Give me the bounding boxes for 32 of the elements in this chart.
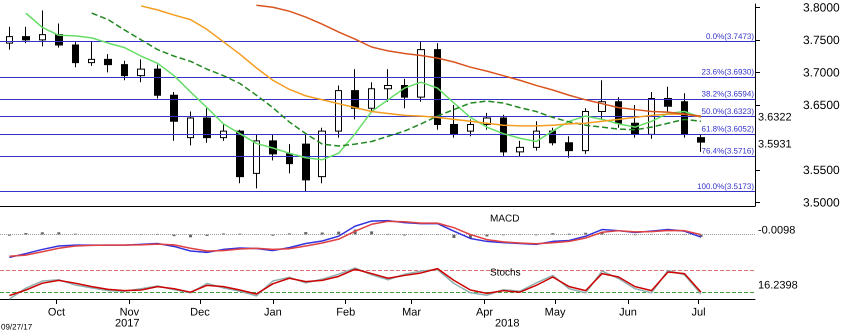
ref-line-label: 38.2%(3.6594) — [702, 89, 754, 98]
y-tick-label: 3.7500 — [803, 32, 840, 47]
y-tick-label: 3.5500 — [803, 163, 840, 178]
y-tick-label: 3.5000 — [803, 196, 840, 210]
y-tick-label: 3.7000 — [803, 65, 840, 80]
x-tick-label: Dec — [190, 306, 210, 318]
ref-line-label: 76.4%(3.5716) — [702, 146, 754, 156]
ref-line-label: 50.0%(3.6323) — [702, 107, 754, 116]
text: -0.0098 — [758, 224, 796, 236]
annotation: MACD — [490, 214, 520, 224]
x-tick-label: Feb — [336, 306, 356, 318]
annotation: Stochs — [490, 268, 521, 278]
y-tick-label: 3.8000 — [803, 0, 840, 14]
text: 2018 — [495, 318, 520, 330]
x-tick-label: Mar — [402, 306, 422, 318]
x-tick-label: Nov — [120, 306, 140, 318]
x-tick-label: May — [544, 306, 566, 318]
ref-line-label: 61.8%(3.6052) — [702, 124, 754, 134]
x-tick-label: Oct — [48, 306, 66, 318]
y-tick-label: 3.6500 — [803, 98, 840, 112]
text: 16.2398 — [758, 280, 798, 292]
x-tick-label: Jun — [619, 306, 637, 318]
text: 09/27/17 — [1, 322, 33, 332]
x-tick-label: Apr — [476, 306, 494, 318]
ref-line-label: 0.0%(3.7473) — [706, 32, 754, 42]
text: 3.5931 — [758, 138, 792, 150]
x-tick-label: Jan — [264, 306, 282, 318]
x-tick-label: Jul — [692, 306, 706, 318]
ref-line-label: 23.6%(3.6930) — [702, 67, 754, 76]
text: 2017 — [115, 318, 140, 330]
text: 3.6322 — [758, 112, 792, 124]
ref-line-label: 100.0%(3.5173) — [697, 182, 754, 191]
